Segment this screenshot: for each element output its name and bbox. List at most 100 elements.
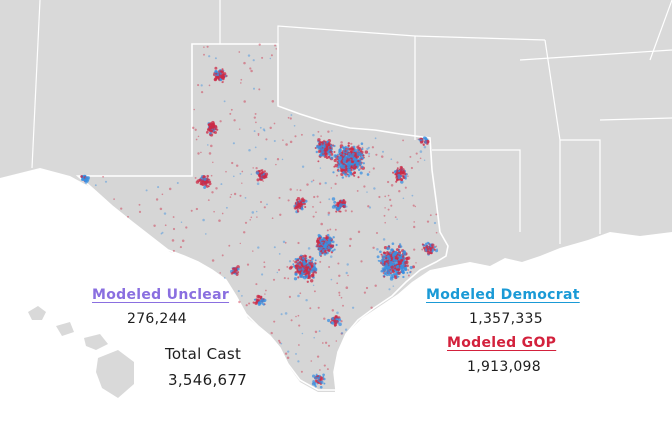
voter-dot xyxy=(305,298,308,302)
voter-dot xyxy=(249,219,251,221)
legend-total-value: 3,546,677 xyxy=(168,371,248,389)
voter-dots-layer xyxy=(80,43,439,389)
voter-dot xyxy=(398,169,401,172)
hawaii-island-big xyxy=(96,350,134,398)
voter-dot xyxy=(299,189,302,192)
voter-dot xyxy=(319,167,322,169)
voter-dot xyxy=(409,155,412,158)
voter-dot xyxy=(296,264,300,268)
voter-dot xyxy=(413,221,416,223)
voter-dot xyxy=(397,173,401,177)
voter-dot xyxy=(327,245,330,248)
voter-dot xyxy=(232,142,235,145)
voter-dot xyxy=(259,126,262,129)
voter-dot xyxy=(351,148,354,151)
voter-dot xyxy=(225,170,227,173)
voter-dot xyxy=(317,145,321,149)
voter-dot xyxy=(314,271,318,274)
voter-dot xyxy=(386,247,389,250)
voter-dot xyxy=(306,183,309,186)
voter-dot xyxy=(200,90,204,94)
voter-dot xyxy=(410,166,414,170)
voter-dot xyxy=(229,196,232,198)
voter-dot xyxy=(314,330,318,334)
voter-dot xyxy=(293,277,298,281)
voter-dot xyxy=(160,232,163,235)
voter-dot xyxy=(329,245,333,248)
voter-dot xyxy=(433,248,436,251)
voter-dot xyxy=(161,231,164,234)
voter-dot xyxy=(314,376,318,380)
voter-dot xyxy=(271,217,274,220)
voter-dot xyxy=(382,238,386,241)
voter-dot xyxy=(390,272,392,275)
voter-dot xyxy=(264,293,266,295)
voter-dot xyxy=(356,166,359,170)
voter-dot xyxy=(80,175,83,178)
voter-dot xyxy=(386,180,390,184)
voter-dot xyxy=(236,265,240,269)
voter-dot xyxy=(360,260,363,263)
voter-dot xyxy=(381,258,385,262)
voter-dot xyxy=(202,218,205,222)
voter-dot xyxy=(254,112,257,115)
voter-dot xyxy=(362,154,365,157)
voter-dot xyxy=(390,204,393,207)
voter-dot xyxy=(400,180,404,184)
voter-dot xyxy=(258,88,261,91)
voter-dot xyxy=(240,82,242,84)
hawaii-island-oahu xyxy=(56,322,74,336)
voter-dot xyxy=(395,180,398,183)
voter-dot xyxy=(402,171,405,175)
voter-dot xyxy=(229,112,232,115)
voter-dot xyxy=(354,165,357,169)
voter-dot xyxy=(238,51,241,53)
voter-dot xyxy=(252,87,256,90)
voter-dot xyxy=(138,210,142,213)
voter-dot xyxy=(312,374,316,378)
voter-dot xyxy=(259,299,262,302)
voter-dot xyxy=(312,284,315,287)
voter-dot xyxy=(328,198,331,201)
voter-dot xyxy=(368,171,371,173)
voter-dot xyxy=(233,192,237,196)
voter-dot xyxy=(333,144,336,148)
voter-dot xyxy=(218,219,221,222)
voter-dot xyxy=(390,269,392,272)
voter-dot xyxy=(327,249,331,253)
voter-dot xyxy=(333,200,337,204)
voter-dot xyxy=(419,157,422,160)
voter-dot xyxy=(197,84,200,87)
voter-dot xyxy=(298,255,303,260)
voter-dot xyxy=(406,271,409,274)
voter-dot xyxy=(233,268,237,272)
voter-dot xyxy=(292,263,295,266)
voter-dot xyxy=(391,242,395,246)
voter-dot xyxy=(426,140,430,144)
voter-dot xyxy=(337,166,340,169)
voter-dot xyxy=(404,261,408,265)
voter-dot xyxy=(413,225,416,229)
voter-dot xyxy=(339,203,343,207)
voter-dot xyxy=(287,116,290,119)
voter-dot xyxy=(319,148,324,152)
voter-dot xyxy=(280,342,283,345)
voter-dot xyxy=(337,156,341,160)
voter-dot xyxy=(257,294,261,299)
voter-dot xyxy=(340,332,344,335)
voter-dot xyxy=(85,177,90,182)
voter-dot xyxy=(153,224,156,227)
voter-dot xyxy=(342,153,345,156)
voter-dot xyxy=(286,265,289,268)
voter-dot xyxy=(209,131,212,135)
voter-dot xyxy=(261,175,265,179)
voter-dot xyxy=(321,252,324,255)
voter-dot xyxy=(427,251,431,255)
voter-dot xyxy=(243,61,246,65)
voter-dot xyxy=(330,156,334,160)
voter-dot xyxy=(347,168,351,172)
voter-dot xyxy=(379,259,382,263)
voter-dot xyxy=(232,175,235,178)
voter-dot xyxy=(405,257,409,261)
voter-dot xyxy=(94,184,97,187)
